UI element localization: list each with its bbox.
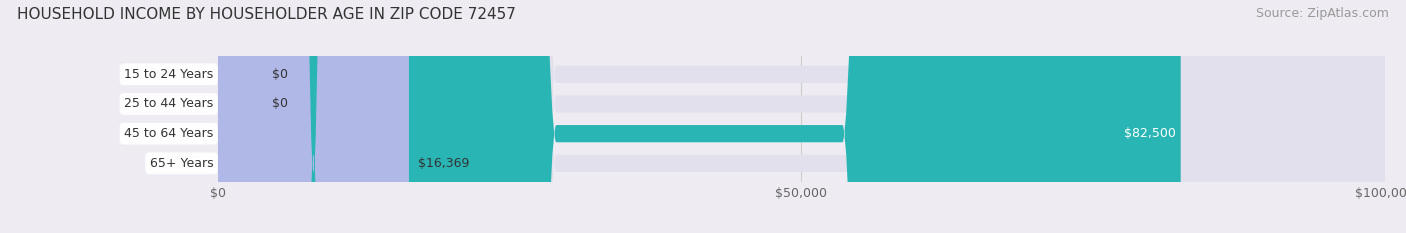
Text: 45 to 64 Years: 45 to 64 Years (124, 127, 214, 140)
Text: $16,369: $16,369 (419, 157, 470, 170)
Text: 15 to 24 Years: 15 to 24 Years (124, 68, 214, 81)
FancyBboxPatch shape (218, 0, 1385, 233)
Text: $0: $0 (271, 97, 288, 110)
FancyBboxPatch shape (218, 0, 1385, 233)
FancyBboxPatch shape (218, 0, 263, 233)
Text: HOUSEHOLD INCOME BY HOUSEHOLDER AGE IN ZIP CODE 72457: HOUSEHOLD INCOME BY HOUSEHOLDER AGE IN Z… (17, 7, 516, 22)
Text: 65+ Years: 65+ Years (149, 157, 214, 170)
Text: $0: $0 (271, 68, 288, 81)
FancyBboxPatch shape (218, 0, 263, 233)
Text: 25 to 44 Years: 25 to 44 Years (124, 97, 214, 110)
FancyBboxPatch shape (218, 0, 409, 233)
FancyBboxPatch shape (218, 0, 1385, 233)
FancyBboxPatch shape (218, 0, 1385, 233)
Text: $82,500: $82,500 (1125, 127, 1175, 140)
FancyBboxPatch shape (218, 0, 1181, 233)
Text: Source: ZipAtlas.com: Source: ZipAtlas.com (1256, 7, 1389, 20)
